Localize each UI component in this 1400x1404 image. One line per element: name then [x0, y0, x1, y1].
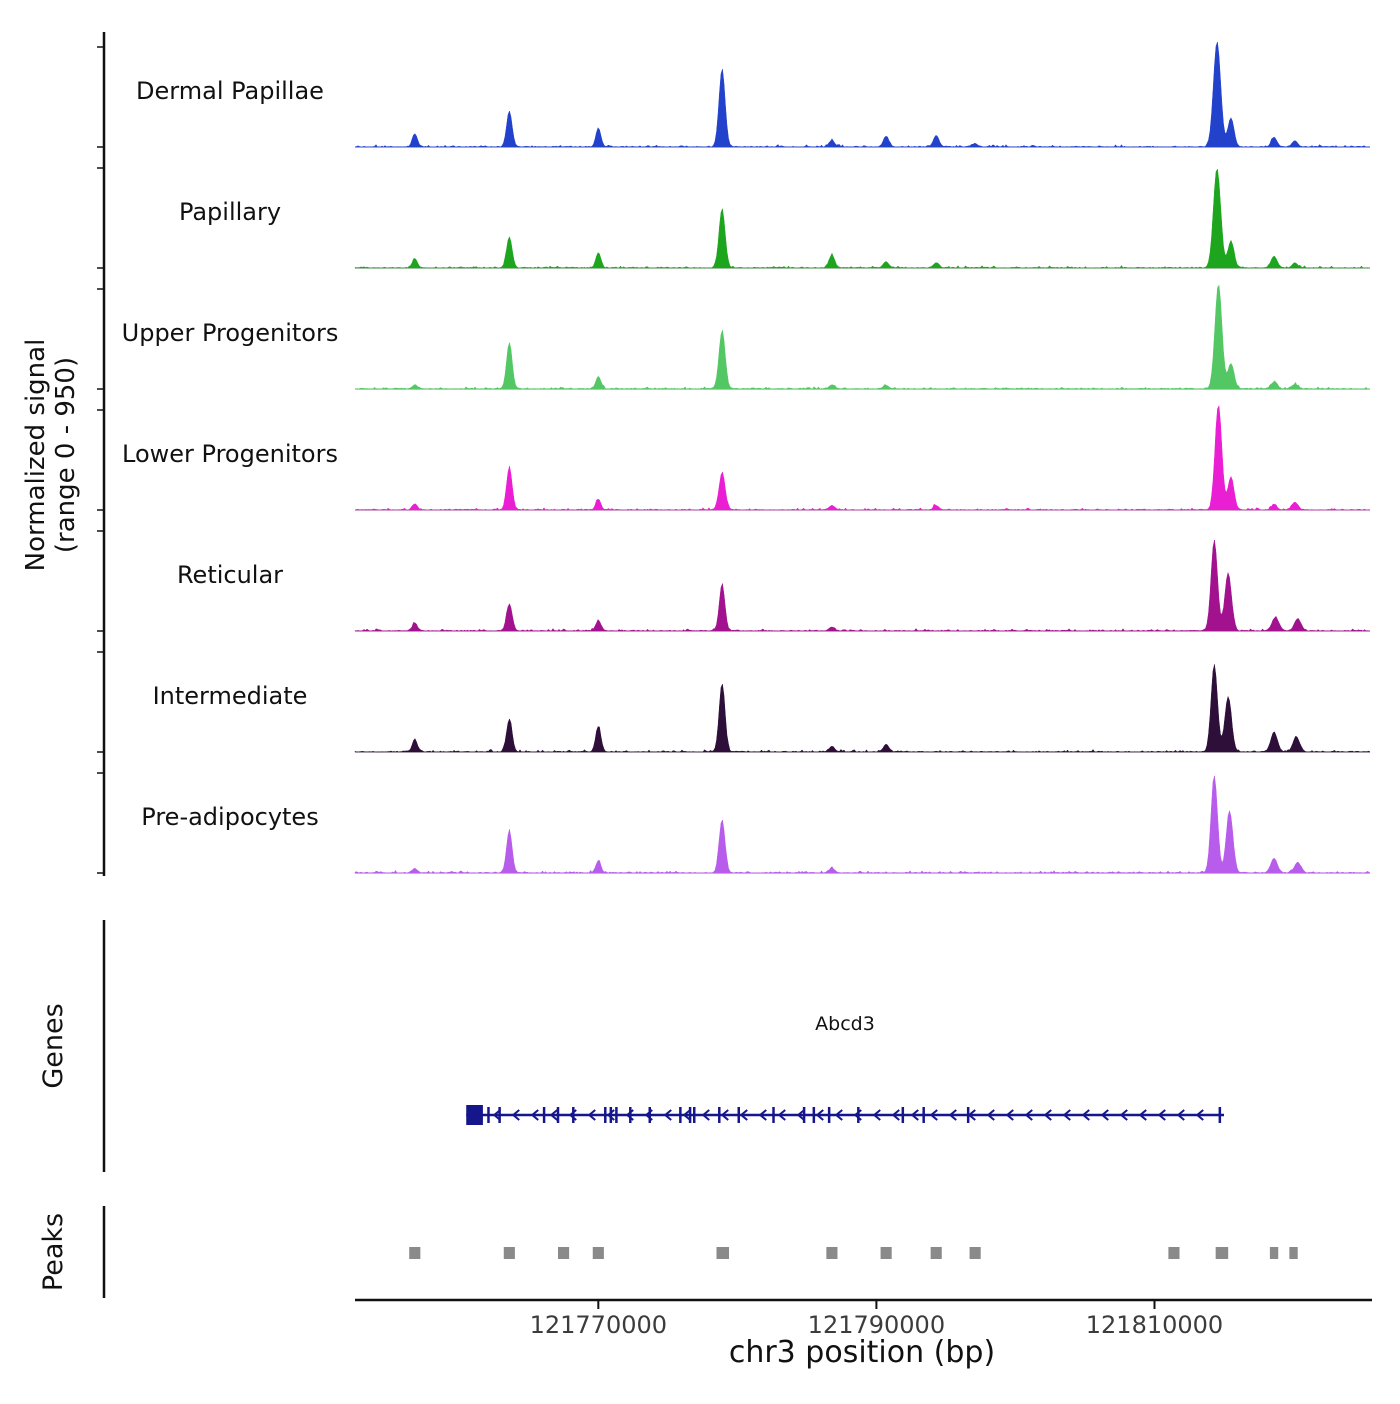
gene-strand-arrow	[530, 1109, 539, 1121]
gene-strand-arrow	[1119, 1109, 1128, 1121]
gene-strand-arrow	[910, 1109, 919, 1121]
peak-box	[880, 1247, 892, 1259]
genes-section-label: Genes	[38, 1003, 69, 1088]
track-label: Reticular	[177, 561, 283, 589]
peak-box	[409, 1247, 421, 1259]
peak-box	[1269, 1247, 1279, 1259]
peak-box	[826, 1247, 838, 1259]
gene-strand-arrow	[1005, 1109, 1014, 1121]
gene-strand-arrow	[1024, 1109, 1033, 1121]
gene-name-label: Abcd3	[815, 1013, 875, 1035]
track-label: Pre-adipocytes	[141, 803, 318, 831]
gene-strand-arrow	[739, 1109, 748, 1121]
gene-strand-arrow	[587, 1109, 596, 1121]
gene-strand-arrow	[796, 1109, 805, 1121]
signal-track-path	[354, 664, 1371, 753]
gene-strand-arrow	[758, 1109, 767, 1121]
peak-box	[930, 1247, 942, 1259]
signal-track-path	[354, 168, 1371, 269]
signal-track-path	[354, 404, 1371, 511]
gene-strand-arrow	[777, 1109, 786, 1121]
peak-box	[1215, 1247, 1229, 1259]
signal-tracks: Dermal Papillae Papillary Upper Progenitor…	[97, 41, 1371, 874]
gene-strand-arrow	[1157, 1109, 1166, 1121]
peaks-track	[409, 1247, 1298, 1259]
peak-box	[716, 1247, 730, 1259]
y-axis-label-line2: (range 0 - 950)	[51, 357, 81, 553]
peak-box	[592, 1247, 604, 1259]
x-tick-label: 121770000	[530, 1311, 667, 1339]
gene-strand-arrow	[1138, 1109, 1147, 1121]
gene-strand-arrow	[986, 1109, 995, 1121]
gene-strand-arrow	[682, 1109, 691, 1121]
gene-first-exon-box	[466, 1105, 483, 1125]
gene-strand-arrow	[720, 1109, 729, 1121]
gene-strand-arrow	[511, 1109, 520, 1121]
gene-strand-arrow	[663, 1109, 672, 1121]
peak-box	[1289, 1247, 1298, 1259]
signal-track-path	[354, 775, 1371, 874]
gene-strand-arrow	[701, 1109, 710, 1121]
peak-box	[558, 1247, 570, 1259]
gene-strand-arrow	[1176, 1109, 1185, 1121]
signal-track-path	[354, 41, 1371, 148]
track-label: Upper Progenitors	[122, 319, 339, 347]
peak-box	[1168, 1247, 1180, 1259]
gene-strand-arrow	[891, 1109, 900, 1121]
peaks-section-label: Peaks	[38, 1213, 69, 1291]
gene-strand-arrow	[872, 1109, 881, 1121]
gene-strand-arrow	[492, 1109, 501, 1121]
track-label: Lower Progenitors	[122, 440, 338, 468]
x-axis-title: chr3 position (bp)	[729, 1335, 995, 1370]
x-tick-label: 121810000	[1086, 1311, 1223, 1339]
track-label: Papillary	[179, 198, 281, 226]
signal-track-path	[354, 539, 1371, 632]
gene-strand-arrow	[606, 1109, 615, 1121]
gene-strand-arrow	[1100, 1109, 1109, 1121]
gene-strand-arrow	[834, 1109, 843, 1121]
signal-track-path	[354, 284, 1371, 390]
gene-strand-arrow	[948, 1109, 957, 1121]
gene-strand-arrow	[1043, 1109, 1052, 1121]
gene-strand-arrow	[1081, 1109, 1090, 1121]
peak-box	[503, 1247, 515, 1259]
x-tick-label: 121790000	[808, 1311, 945, 1339]
gene-strand-arrow	[815, 1109, 824, 1121]
gene-strand-arrow	[1062, 1109, 1071, 1121]
gene-model	[466, 1105, 1225, 1125]
x-axis-ticks: 121770000 121790000 121810000	[530, 1300, 1223, 1339]
track-label: Dermal Papillae	[136, 77, 324, 105]
track-label: Intermediate	[153, 682, 308, 710]
peak-box	[969, 1247, 981, 1259]
gene-strand-arrow	[929, 1109, 938, 1121]
y-axis-label-line1: Normalized signal	[21, 339, 51, 572]
gene-strand-arrow	[549, 1109, 558, 1121]
gene-strand-arrow	[1195, 1109, 1204, 1121]
